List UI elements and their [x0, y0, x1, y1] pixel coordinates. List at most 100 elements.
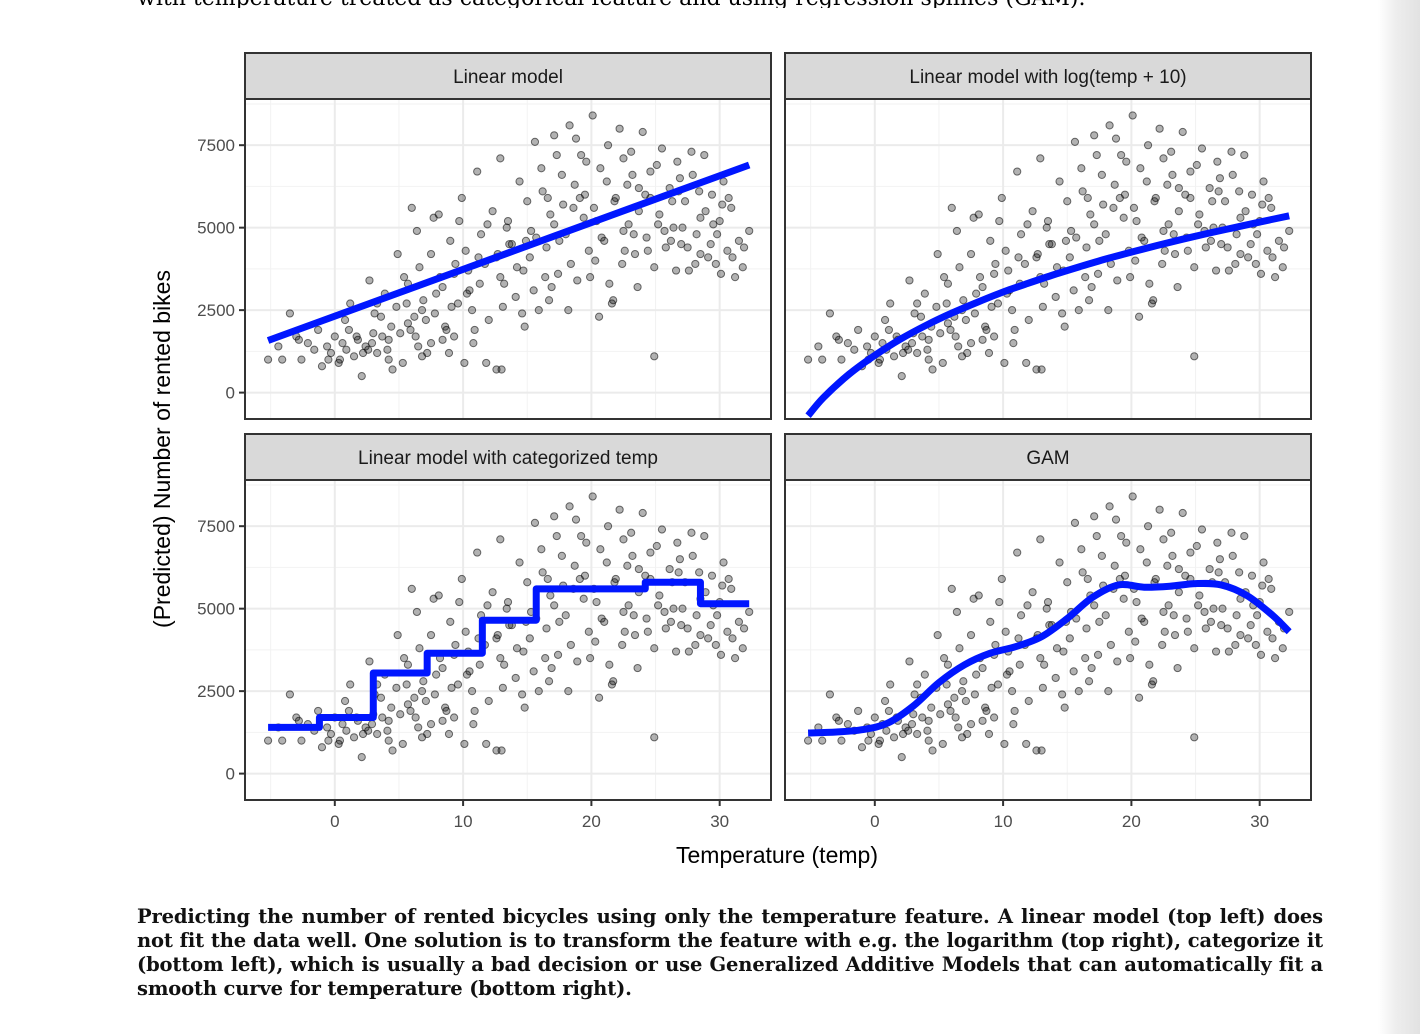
- data-point: [1055, 558, 1064, 567]
- data-point: [643, 627, 652, 636]
- data-point: [1167, 147, 1176, 156]
- data-point: [503, 597, 513, 607]
- data-point: [1223, 243, 1232, 252]
- data-point: [450, 332, 459, 341]
- data-point: [857, 743, 867, 752]
- data-point: [898, 729, 908, 739]
- data-point: [687, 147, 696, 156]
- data-point: [700, 150, 709, 160]
- data-point: [955, 263, 964, 272]
- data-point: [1043, 597, 1053, 607]
- data-point: [502, 223, 511, 232]
- data-point: [1209, 604, 1218, 613]
- data-point: [938, 358, 947, 368]
- data-point: [387, 322, 396, 331]
- data-point: [1024, 696, 1033, 706]
- data-point: [1246, 621, 1255, 630]
- data-point: [429, 594, 438, 603]
- data-point: [916, 312, 926, 321]
- data-point: [1267, 203, 1276, 212]
- data-point: [460, 358, 469, 368]
- data-point: [1077, 545, 1086, 554]
- fit-line: [266, 161, 751, 344]
- data-point: [582, 157, 591, 166]
- data-point: [569, 203, 578, 212]
- data-point: [1244, 634, 1253, 643]
- data-point: [482, 739, 491, 749]
- data-point: [864, 736, 873, 745]
- data-point: [597, 614, 606, 623]
- data-point: [990, 332, 999, 341]
- data-point: [602, 558, 611, 567]
- data-point: [825, 690, 835, 699]
- data-point: [500, 279, 509, 288]
- data-point: [734, 617, 744, 626]
- data-point: [711, 640, 720, 650]
- data-point: [1074, 687, 1083, 696]
- data-point: [1143, 522, 1153, 531]
- data-point: [939, 273, 949, 282]
- data-point: [696, 249, 705, 259]
- data-point: [716, 269, 726, 278]
- data-point: [1143, 141, 1153, 150]
- data-point: [1101, 230, 1110, 239]
- data-point: [1063, 578, 1072, 587]
- data-point: [691, 259, 700, 269]
- data-point: [447, 683, 456, 692]
- data-point: [987, 683, 996, 692]
- data-point: [263, 355, 273, 364]
- data-point: [383, 726, 392, 735]
- data-point: [1160, 627, 1169, 636]
- data-point: [1160, 246, 1169, 255]
- data-point: [1192, 160, 1201, 170]
- data-point: [393, 630, 402, 640]
- data-point: [553, 650, 563, 659]
- data-point: [1197, 525, 1207, 534]
- data-point: [602, 177, 611, 186]
- data-point: [441, 322, 450, 331]
- data-point: [511, 292, 520, 302]
- data-point: [718, 581, 727, 590]
- data-point: [981, 703, 990, 712]
- data-point: [1032, 746, 1041, 755]
- data-point: [1042, 604, 1051, 613]
- data-point: [1167, 528, 1176, 537]
- data-point: [589, 203, 599, 212]
- data-point: [913, 729, 922, 739]
- data-point: [1022, 358, 1031, 368]
- data-point: [482, 358, 491, 368]
- data-point: [303, 339, 312, 348]
- data-point: [1263, 627, 1272, 636]
- data-point: [406, 706, 415, 716]
- data-point: [913, 299, 922, 308]
- data-point: [367, 339, 377, 348]
- data-point: [707, 190, 717, 199]
- data-point: [1086, 210, 1095, 219]
- data-point: [1122, 538, 1131, 547]
- data-point: [618, 259, 627, 269]
- data-point: [340, 696, 350, 706]
- data-point: [673, 538, 682, 547]
- data-point: [1083, 574, 1092, 584]
- data-point: [723, 246, 732, 255]
- data-point: [438, 282, 447, 292]
- y-tick-label: 7500: [197, 517, 235, 536]
- panel-background: [245, 480, 771, 800]
- data-point: [650, 263, 659, 272]
- data-point: [675, 555, 685, 564]
- data-point: [1066, 226, 1076, 236]
- data-point: [546, 210, 555, 219]
- data-point: [592, 597, 601, 607]
- data-point: [1170, 249, 1180, 259]
- data-point: [1128, 492, 1137, 501]
- data-point: [342, 726, 351, 735]
- data-point: [1190, 644, 1199, 653]
- data-point: [605, 279, 614, 288]
- data-point: [378, 713, 387, 722]
- data-point: [596, 545, 605, 554]
- data-point: [629, 611, 638, 620]
- data-point: [417, 687, 427, 696]
- data-point: [961, 315, 970, 325]
- data-point: [655, 591, 664, 600]
- data-point: [586, 654, 595, 663]
